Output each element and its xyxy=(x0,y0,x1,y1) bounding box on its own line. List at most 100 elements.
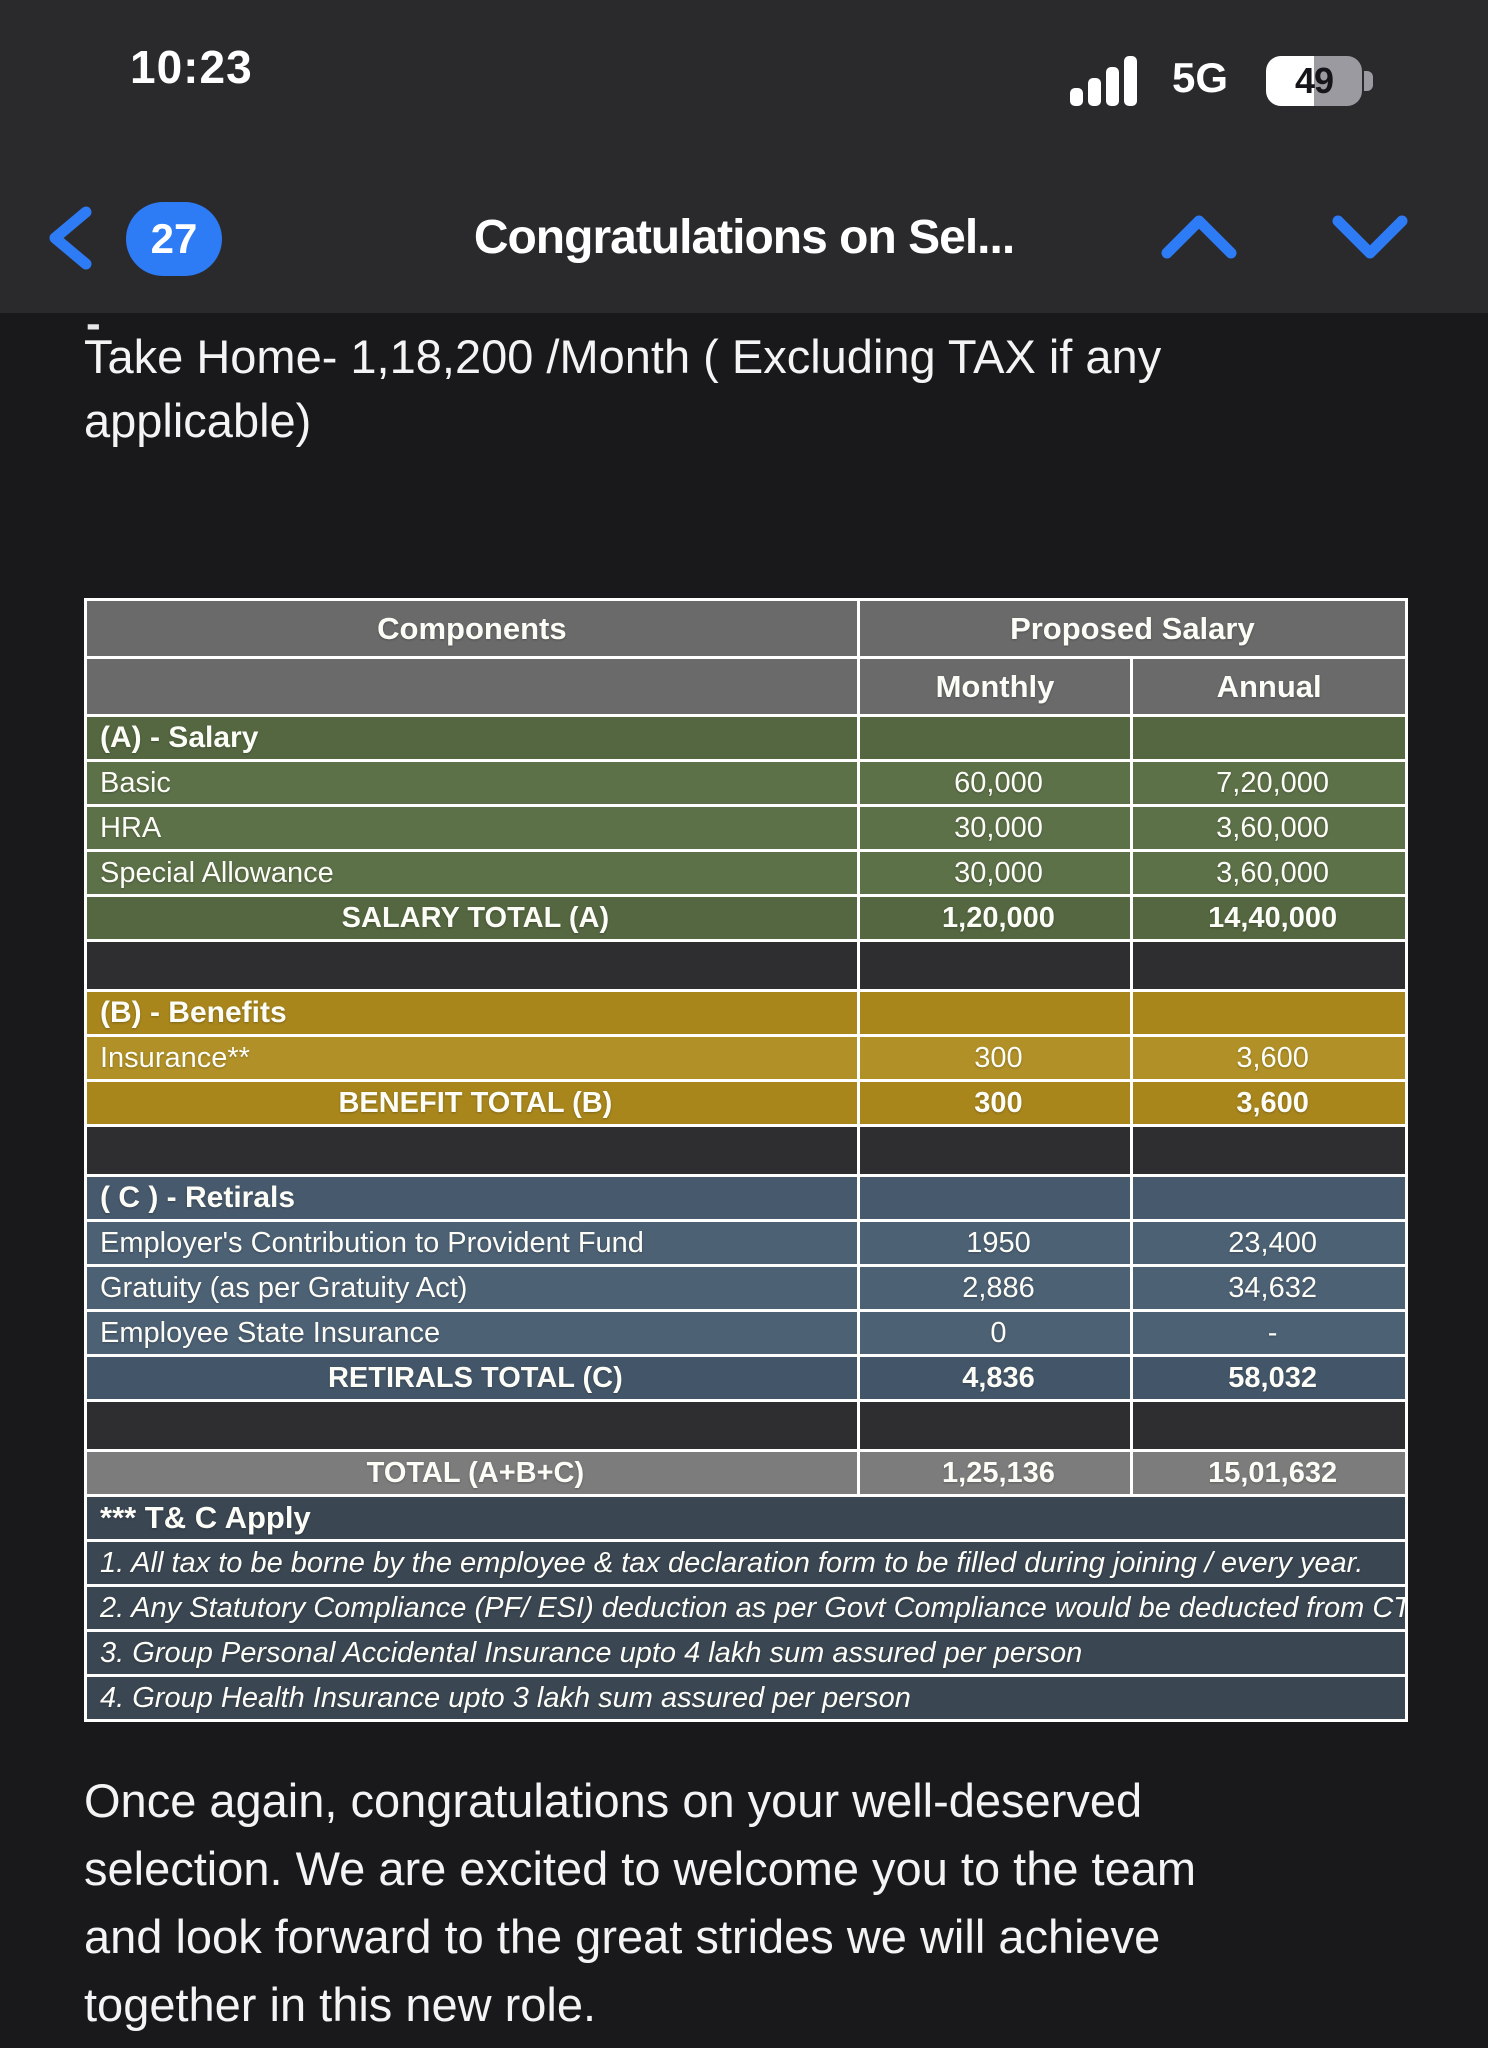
empty-cell xyxy=(856,989,1134,1037)
salary-table: Components Proposed Salary Monthly Annua… xyxy=(84,598,1409,1722)
monthly-value-cell: 300 xyxy=(856,1034,1134,1082)
terms-item-row: 2. Any Statutory Compliance (PF/ ESI) de… xyxy=(84,1584,1408,1632)
monthly-total-cell: 1,20,000 xyxy=(856,894,1134,942)
table-row-gratuity: Gratuity (as per Gratuity Act) 2,886 34,… xyxy=(84,1264,1408,1312)
monthly-total-cell: 4,836 xyxy=(856,1354,1134,1402)
table-row-special-allowance: Special Allowance 30,000 3,60,000 xyxy=(84,849,1408,897)
table-header-row: Components Proposed Salary xyxy=(84,598,1409,659)
row-label-cell: Insurance** xyxy=(84,1034,860,1082)
spacer-row xyxy=(84,939,1408,992)
terms-item-row: 4. Group Health Insurance upto 3 lakh su… xyxy=(84,1674,1408,1722)
table-row-esi: Employee State Insurance 0 - xyxy=(84,1309,1408,1357)
email-text-fragment: - xyxy=(86,299,101,348)
empty-cell xyxy=(84,939,860,992)
salary-total-row: SALARY TOTAL (A) 1,20,000 14,40,000 xyxy=(84,894,1408,942)
annual-total-cell: 14,40,000 xyxy=(1130,894,1408,942)
row-label-cell: Gratuity (as per Gratuity Act) xyxy=(84,1264,860,1312)
empty-cell xyxy=(856,714,1134,762)
status-time: 10:23 xyxy=(130,41,253,93)
empty-cell xyxy=(856,1174,1134,1222)
section-title-cell: (B) - Benefits xyxy=(84,989,860,1037)
row-label-cell: Special Allowance xyxy=(84,849,860,897)
empty-cell xyxy=(1130,1399,1408,1452)
monthly-value-cell: 30,000 xyxy=(856,804,1134,852)
monthly-total-cell: 1,25,136 xyxy=(856,1449,1134,1497)
empty-cell xyxy=(1130,1174,1408,1222)
annual-value-cell: - xyxy=(1130,1309,1408,1357)
annual-value-cell: 3,600 xyxy=(1130,1034,1408,1082)
section-title-cell: ( C ) - Retirals xyxy=(84,1174,860,1222)
annual-value-cell: 3,60,000 xyxy=(1130,849,1408,897)
battery-icon: 49 xyxy=(1266,56,1362,106)
unread-count-badge[interactable]: 27 xyxy=(126,202,222,276)
row-label-cell: Employer's Contribution to Provident Fun… xyxy=(84,1219,860,1267)
annual-value-cell: 34,632 xyxy=(1130,1264,1408,1312)
monthly-value-cell: 2,886 xyxy=(856,1264,1134,1312)
annual-total-cell: 58,032 xyxy=(1130,1354,1408,1402)
header-annual-cell: Annual xyxy=(1130,656,1408,717)
grand-total-row: TOTAL (A+B+C) 1,25,136 15,01,632 xyxy=(84,1449,1408,1497)
table-row-hra: HRA 30,000 3,60,000 xyxy=(84,804,1408,852)
empty-cell xyxy=(1130,989,1408,1037)
empty-cell xyxy=(856,939,1134,992)
annual-value-cell: 7,20,000 xyxy=(1130,759,1408,807)
back-icon[interactable] xyxy=(44,206,96,270)
network-type-label: 5G xyxy=(1172,54,1229,101)
chevron-up-icon[interactable] xyxy=(1161,211,1237,261)
empty-cell xyxy=(856,1399,1134,1452)
header-monthly-cell: Monthly xyxy=(856,656,1134,717)
empty-cell xyxy=(1130,939,1408,992)
row-label-cell: Employee State Insurance xyxy=(84,1309,860,1357)
email-subject-title: Congratulations on Sel... xyxy=(473,211,1015,264)
monthly-total-cell: 300 xyxy=(856,1079,1134,1127)
header-proposed-salary-cell: Proposed Salary xyxy=(856,598,1409,659)
annual-value-cell: 23,400 xyxy=(1130,1219,1408,1267)
annual-total-cell: 15,01,632 xyxy=(1130,1449,1408,1497)
section-title-cell: (A) - Salary xyxy=(84,714,860,762)
total-label-cell: BENEFIT TOTAL (B) xyxy=(84,1079,860,1127)
empty-cell xyxy=(84,1399,860,1452)
terms-item-cell: 1. All tax to be borne by the employee &… xyxy=(84,1539,1408,1587)
table-subheader-row: Monthly Annual xyxy=(84,656,1408,717)
take-home-text: Take Home- 1,18,200 /Month ( Excluding T… xyxy=(84,330,1162,447)
total-label-cell: SALARY TOTAL (A) xyxy=(84,894,860,942)
monthly-value-cell: 1950 xyxy=(856,1219,1134,1267)
empty-cell xyxy=(856,1124,1134,1177)
cellular-signal-icon xyxy=(1070,56,1137,106)
monthly-value-cell: 0 xyxy=(856,1309,1134,1357)
annual-total-cell: 3,600 xyxy=(1130,1079,1408,1127)
closing-paragraph: Once again, congratulations on your well… xyxy=(84,1774,1197,2031)
monthly-value-cell: 30,000 xyxy=(856,849,1134,897)
header-components-cell: Components xyxy=(84,598,860,659)
benefit-total-row: BENEFIT TOTAL (B) 300 3,600 xyxy=(84,1079,1408,1127)
battery-percent: 49 xyxy=(1294,60,1334,101)
header-empty-cell xyxy=(84,656,860,717)
section-benefits-header-row: (B) - Benefits xyxy=(84,989,1408,1037)
status-and-nav-bar: 10:23 5G 49 27 Congratulations on Sel... xyxy=(0,0,1488,313)
terms-item-row: 3. Group Personal Accidental Insurance u… xyxy=(84,1629,1408,1677)
spacer-row xyxy=(84,1399,1408,1452)
section-salary-header-row: (A) - Salary xyxy=(84,714,1408,762)
terms-item-cell: 4. Group Health Insurance upto 3 lakh su… xyxy=(84,1674,1408,1722)
chevron-down-icon[interactable] xyxy=(1332,213,1408,263)
battery-nub xyxy=(1364,71,1373,91)
empty-cell xyxy=(1130,714,1408,762)
retirals-total-row: RETIRALS TOTAL (C) 4,836 58,032 xyxy=(84,1354,1408,1402)
spacer-row xyxy=(84,1124,1408,1177)
table-row-insurance: Insurance** 300 3,600 xyxy=(84,1034,1408,1082)
row-label-cell: HRA xyxy=(84,804,860,852)
table-row-basic: Basic 60,000 7,20,000 xyxy=(84,759,1408,807)
total-label-cell: RETIRALS TOTAL (C) xyxy=(84,1354,860,1402)
terms-title-row: *** T& C Apply xyxy=(84,1494,1408,1542)
section-retirals-header-row: ( C ) - Retirals xyxy=(84,1174,1408,1222)
table-row-provident-fund: Employer's Contribution to Provident Fun… xyxy=(84,1219,1408,1267)
total-label-cell: TOTAL (A+B+C) xyxy=(84,1449,860,1497)
empty-cell xyxy=(1130,1124,1408,1177)
terms-item-cell: 2. Any Statutory Compliance (PF/ ESI) de… xyxy=(84,1584,1408,1632)
terms-item-row: 1. All tax to be borne by the employee &… xyxy=(84,1539,1408,1587)
row-label-cell: Basic xyxy=(84,759,860,807)
annual-value-cell: 3,60,000 xyxy=(1130,804,1408,852)
terms-title-cell: *** T& C Apply xyxy=(84,1494,1408,1542)
monthly-value-cell: 60,000 xyxy=(856,759,1134,807)
empty-cell xyxy=(84,1124,860,1177)
